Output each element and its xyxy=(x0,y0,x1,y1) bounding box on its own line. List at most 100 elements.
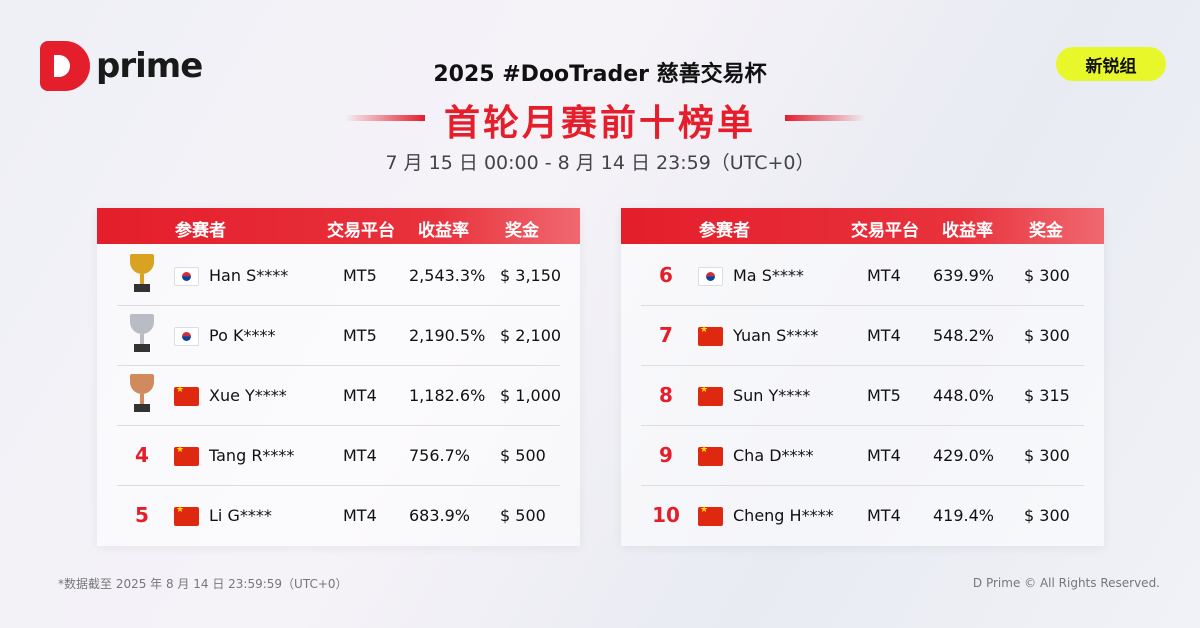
korea-flag-icon xyxy=(174,267,199,286)
prize: $ 315 xyxy=(1024,386,1070,405)
trophy-cup xyxy=(130,254,154,274)
participant-name: Sun Y**** xyxy=(733,386,811,405)
col-prize: 奖金 xyxy=(505,221,539,241)
return-rate: 448.0% xyxy=(933,386,995,405)
return-rate: 683.9% xyxy=(409,506,471,525)
trophy-stem xyxy=(140,334,144,344)
row-divider xyxy=(117,485,560,486)
bronze-trophy-icon xyxy=(130,374,154,414)
table-row: 9 Cha D**** MT4 429.0% $ 300 xyxy=(621,426,1104,486)
leaderboard-title: 首轮月赛前十榜单 xyxy=(443,103,756,144)
platform: MT4 xyxy=(867,506,901,525)
table-row: Po K**** MT5 2,190.5% $ 2,100 xyxy=(97,306,580,366)
table-row: 10 Cheng H**** MT4 419.4% $ 300 xyxy=(621,486,1104,546)
rank-number: 7 xyxy=(659,323,673,347)
dprime-logo: prime xyxy=(40,41,203,91)
data-cutoff-note: *数据截至 2025 年 8 月 14 日 23:59:59（UTC+0） xyxy=(58,577,348,591)
col-platform: 交易平台 xyxy=(327,221,395,241)
logo-text: prime xyxy=(96,46,203,86)
row-divider xyxy=(641,485,1084,486)
prize: $ 500 xyxy=(500,506,546,525)
china-flag-icon xyxy=(698,505,723,526)
platform: MT5 xyxy=(343,266,377,285)
col-prize: 奖金 xyxy=(1029,221,1063,241)
table-row: 7 Yuan S**** MT4 548.2% $ 300 xyxy=(621,306,1104,366)
china-flag-icon xyxy=(174,385,199,406)
rank-number: 6 xyxy=(659,263,673,287)
platform: MT4 xyxy=(867,326,901,345)
participant-name: Ma S**** xyxy=(733,266,804,285)
event-title: 2025 #DooTrader 慈善交易杯 xyxy=(433,62,767,87)
rank-number: 4 xyxy=(135,443,149,467)
participant-name: Po K**** xyxy=(209,326,276,345)
china-flag-icon xyxy=(698,325,723,346)
trophy-base xyxy=(134,404,150,412)
participant-name: Cheng H**** xyxy=(733,506,834,525)
china-flag-icon xyxy=(698,385,723,406)
prize: $ 300 xyxy=(1024,446,1070,465)
prize: $ 500 xyxy=(500,446,546,465)
trophy-base xyxy=(134,344,150,352)
prize: $ 2,100 xyxy=(500,326,562,345)
col-return: 收益率 xyxy=(418,221,469,241)
trophy-stem xyxy=(140,274,144,284)
silver-trophy-icon xyxy=(130,314,154,354)
decor-line-left xyxy=(345,115,425,121)
table-row: 4 Tang R**** MT4 756.7% $ 500 xyxy=(97,426,580,486)
return-rate: 419.4% xyxy=(933,506,995,525)
prize: $ 300 xyxy=(1024,506,1070,525)
leaderboard-table-right: 参赛者 交易平台 收益率 奖金 6 Ma S**** MT4 639.9% $ 300 7… xyxy=(621,208,1104,546)
china-flag-icon xyxy=(174,445,199,466)
platform: MT4 xyxy=(343,386,377,405)
col-participant: 参赛者 xyxy=(175,221,226,241)
rank-number: 8 xyxy=(659,383,673,407)
table-header: 参赛者 交易平台 收益率 奖金 xyxy=(97,208,580,244)
trophy-stem xyxy=(140,394,144,404)
platform: MT5 xyxy=(867,386,901,405)
col-return: 收益率 xyxy=(942,221,993,241)
trophy-base xyxy=(134,284,150,292)
row-divider xyxy=(117,305,560,306)
participant-name: Xue Y**** xyxy=(209,386,287,405)
korea-flag-icon xyxy=(174,327,199,346)
copyright: D Prime © All Rights Reserved. xyxy=(972,576,1160,590)
return-rate: 2,190.5% xyxy=(409,326,486,345)
return-rate: 639.9% xyxy=(933,266,995,285)
date-range: 7 月 15 日 00:00 - 8 月 14 日 23:59（UTC+0） xyxy=(385,152,815,174)
return-rate: 756.7% xyxy=(409,446,471,465)
logo-mark-icon xyxy=(40,41,90,91)
return-rate: 1,182.6% xyxy=(409,386,486,405)
row-divider xyxy=(117,365,560,366)
participant-name: Han S**** xyxy=(209,266,289,285)
china-flag-icon xyxy=(698,445,723,466)
decor-line-right xyxy=(785,115,865,121)
return-rate: 548.2% xyxy=(933,326,995,345)
participant-name: Li G**** xyxy=(209,506,272,525)
trophy-cup xyxy=(130,374,154,394)
table-row: Han S**** MT5 2,543.3% $ 3,150 xyxy=(97,246,580,306)
table-row: 8 Sun Y**** MT5 448.0% $ 315 xyxy=(621,366,1104,426)
china-flag-icon xyxy=(174,505,199,526)
row-divider xyxy=(117,425,560,426)
table-header: 参赛者 交易平台 收益率 奖金 xyxy=(621,208,1104,244)
prize: $ 300 xyxy=(1024,326,1070,345)
table-row: 6 Ma S**** MT4 639.9% $ 300 xyxy=(621,246,1104,306)
rank-number: 10 xyxy=(652,503,680,527)
table-row: Xue Y**** MT4 1,182.6% $ 1,000 xyxy=(97,366,580,426)
prize: $ 3,150 xyxy=(500,266,562,285)
participant-name: Tang R**** xyxy=(209,446,295,465)
table-row: 5 Li G**** MT4 683.9% $ 500 xyxy=(97,486,580,546)
row-divider xyxy=(641,365,1084,366)
platform: MT4 xyxy=(867,446,901,465)
row-divider xyxy=(641,305,1084,306)
return-rate: 2,543.3% xyxy=(409,266,486,285)
rank-number: 9 xyxy=(659,443,673,467)
participant-name: Cha D**** xyxy=(733,446,814,465)
rank-number: 5 xyxy=(135,503,149,527)
platform: MT4 xyxy=(343,506,377,525)
prize: $ 1,000 xyxy=(500,386,562,405)
participant-name: Yuan S**** xyxy=(733,326,819,345)
col-participant: 参赛者 xyxy=(699,221,750,241)
group-badge: 新锐组 xyxy=(1056,47,1166,81)
prize: $ 300 xyxy=(1024,266,1070,285)
